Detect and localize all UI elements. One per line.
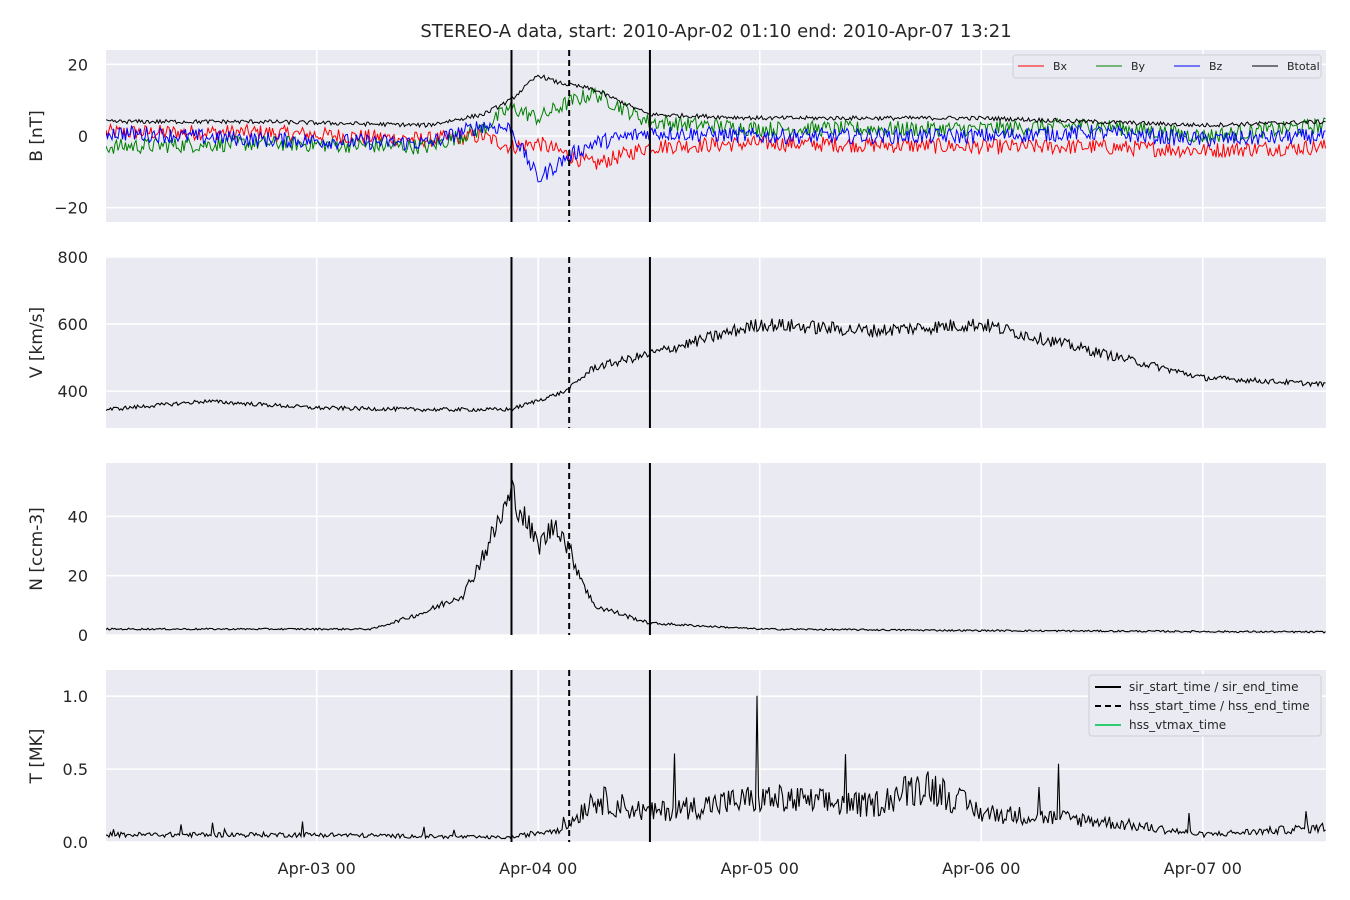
legend-label-event: hss_start_time / hss_end_time <box>1129 699 1310 713</box>
y-axis-label: V [km/s] <box>27 307 47 378</box>
series-group <box>106 74 1326 183</box>
legend-label-event: sir_start_time / sir_end_time <box>1129 680 1299 694</box>
event-legend: sir_start_time / sir_end_time hss_start_t… <box>1088 674 1322 737</box>
series-line-btotal <box>106 74 1326 129</box>
y-tick-label: 0.5 <box>63 760 88 779</box>
legend-label-bz: Bz <box>1209 60 1223 73</box>
y-tick-label: 0.0 <box>63 833 88 852</box>
y-tick-label: 600 <box>57 315 88 334</box>
series-group <box>106 695 1326 840</box>
series-group <box>106 479 1326 634</box>
legend-label-bx: Bx <box>1053 60 1068 73</box>
y-tick-label: 20 <box>68 567 88 586</box>
x-tick-label: Apr-06 00 <box>942 859 1020 878</box>
panel-2: 400 600 800 V [km/s] <box>27 248 1326 428</box>
panel-background <box>106 257 1326 428</box>
panel-background <box>106 463 1326 635</box>
panel-1: −20 0 20 B [nT] Bx By Bz Btotal <box>27 50 1326 222</box>
panel-3: 0 20 40 N [ccm-3] <box>27 463 1326 645</box>
panel-4: 0.0 0.5 1.0 T [MK] sir_start_time / sir_end_… <box>27 670 1326 852</box>
x-tick-label: Apr-03 00 <box>278 859 356 878</box>
y-axis-label: B [nT] <box>27 110 47 162</box>
y-tick-label: 800 <box>57 248 88 267</box>
legend-label-btotal: Btotal <box>1287 60 1320 73</box>
series-line-bx <box>106 122 1326 170</box>
series-group <box>106 318 1326 413</box>
legend-label-by: By <box>1131 60 1146 73</box>
x-tick-label: Apr-05 00 <box>721 859 799 878</box>
legend-label-event: hss_vtmax_time <box>1129 718 1226 732</box>
y-axis-label: T [MK] <box>27 729 47 785</box>
x-axis: Apr-03 00 Apr-04 00 Apr-05 00 Apr-06 00 Apr-… <box>278 859 1242 878</box>
y-tick-label: 400 <box>57 382 88 401</box>
y-tick-label: 20 <box>68 55 88 74</box>
y-tick-label: 0 <box>78 626 88 645</box>
legend-box <box>1012 54 1322 79</box>
y-tick-label: 40 <box>68 507 88 526</box>
b-legend: Bx By Bz Btotal <box>1012 54 1322 79</box>
series-line-n <box>106 479 1326 634</box>
legend-box <box>1088 674 1322 737</box>
series-line-bz <box>106 121 1326 183</box>
series-line-v <box>106 318 1326 413</box>
x-tick-label: Apr-07 00 <box>1164 859 1242 878</box>
chart-title: STEREO-A data, start: 2010-Apr-02 01:10 … <box>420 21 1011 42</box>
y-tick-label: −20 <box>54 199 88 218</box>
series-line-t <box>106 695 1326 840</box>
y-axis-label: N [ccm-3] <box>27 507 47 591</box>
x-tick-label: Apr-04 00 <box>499 859 577 878</box>
y-tick-label: 1.0 <box>63 687 88 706</box>
y-tick-label: 0 <box>78 127 88 146</box>
